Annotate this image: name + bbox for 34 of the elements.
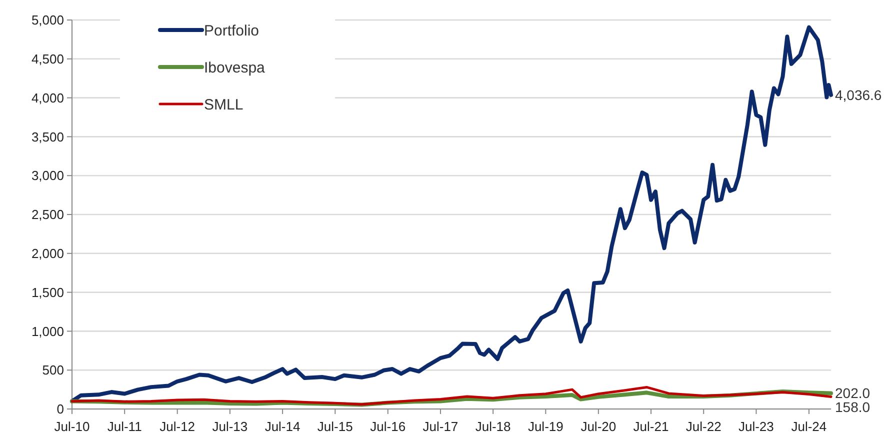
- y-tick-label: 2,000: [31, 246, 64, 261]
- x-tick-label: Jul-23: [738, 419, 774, 434]
- x-tick-label: Jul-20: [580, 419, 616, 434]
- x-tick-label: Jul-12: [160, 419, 196, 434]
- line-series: [70, 386, 832, 406]
- y-tick-label: 5,000: [31, 12, 64, 28]
- y-tick-label: 3,500: [31, 129, 64, 144]
- y-tick-label: 3,000: [31, 168, 64, 184]
- x-tick-label: Jul-16: [370, 419, 406, 434]
- legend-label: Ibovespa: [204, 59, 266, 76]
- x-tick-label: Jul-18: [475, 419, 511, 434]
- y-tick-label: 1,000: [31, 324, 64, 339]
- x-tick-label: Jul-11: [107, 419, 142, 434]
- line-series: [70, 25, 833, 404]
- annotation: 158.0: [835, 399, 870, 416]
- x-tick-label: Jul-17: [422, 419, 458, 434]
- y-tick-label: 500: [42, 362, 64, 378]
- x-tick-label: Jul-15: [317, 419, 353, 434]
- y-tick-label: 4,000: [31, 90, 64, 106]
- annotation: 202.0: [835, 385, 870, 402]
- x-tick-label: Jul-22: [686, 419, 722, 434]
- legend-label: SMLL: [204, 96, 244, 114]
- x-tick-label: Jul-24: [791, 419, 827, 434]
- legend-label: Portfolio: [204, 22, 260, 40]
- y-tick-label: 4,500: [31, 51, 64, 66]
- y-tick-label: 2,500: [31, 207, 64, 222]
- x-tick-label: Jul-13: [212, 419, 248, 434]
- x-tick-label: Jul-10: [54, 419, 90, 434]
- y-tick-label: 0: [56, 402, 64, 417]
- x-tick-label: Jul-19: [528, 419, 564, 434]
- y-tick-label: 1,500: [31, 284, 64, 300]
- annotation: 4,036.6: [835, 86, 882, 103]
- x-tick-label: Jul-21: [633, 419, 669, 434]
- x-tick-label: Jul-14: [264, 419, 300, 434]
